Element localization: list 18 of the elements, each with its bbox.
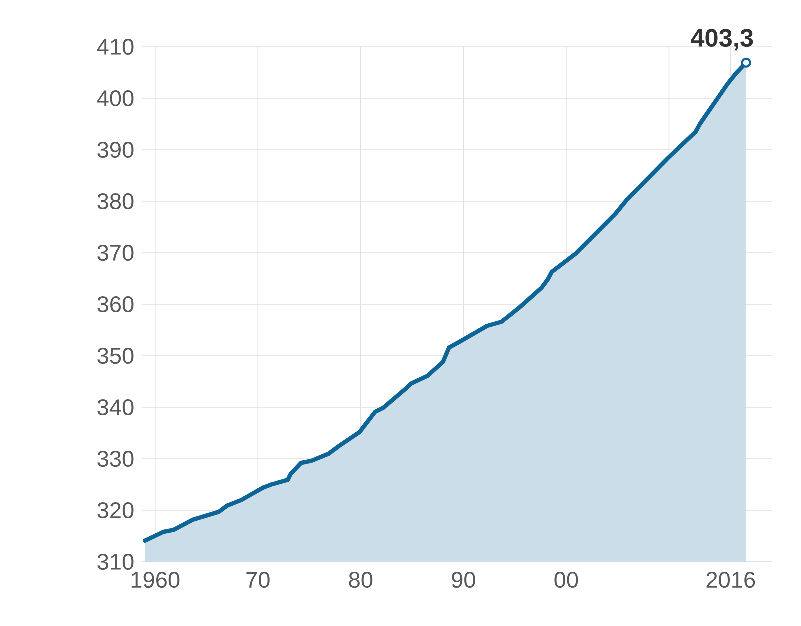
x-tick-label: 00 — [554, 572, 578, 588]
y-tick-label: 350 — [98, 348, 134, 364]
y-tick-label: 310 — [98, 554, 134, 570]
y-tick-label: 410 — [97, 38, 134, 56]
x-tick-label: 2016 — [706, 572, 756, 588]
x-tick-label: 70 — [246, 572, 270, 588]
y-tick-label: 380 — [98, 193, 134, 210]
y-tick-label: 400 — [97, 90, 134, 107]
y-tick-label: 320 — [98, 502, 134, 519]
x-tick-label: 90 — [452, 572, 476, 588]
y-tick-label: 340 — [98, 399, 134, 416]
y-tick-label: 330 — [98, 450, 134, 468]
annotation: 403,3 — [691, 29, 754, 51]
y-tick-label: 370 — [98, 244, 134, 262]
x-tick-label: 80 — [349, 572, 373, 588]
x-tick-label: 1960 — [132, 572, 180, 588]
y-tick-label: 390 — [98, 142, 134, 158]
y-tick-label: 360 — [98, 296, 134, 313]
